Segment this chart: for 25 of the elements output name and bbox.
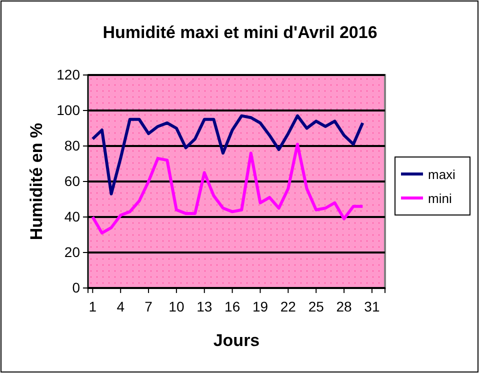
- x-tick-label: 22: [280, 298, 296, 314]
- line-series: [91, 142, 364, 234]
- y-tick-label: 60: [64, 172, 80, 189]
- x-tick-label: 10: [168, 298, 184, 314]
- y-tick-label: 80: [64, 137, 80, 154]
- y-tick-label: 120: [56, 66, 80, 82]
- x-tick-label: 25: [308, 298, 324, 314]
- x-tick-label: 31: [364, 298, 380, 314]
- legend-label: maxi: [428, 167, 456, 182]
- x-tick-label: 13: [196, 298, 212, 314]
- legend-label: mini: [428, 191, 452, 206]
- y-tick-label: 20: [64, 244, 80, 260]
- x-tick-label: 4: [116, 298, 125, 314]
- y-tick-label: 100: [56, 102, 80, 118]
- x-tick-label: 28: [336, 298, 352, 314]
- x-tick-label: 1: [88, 298, 97, 314]
- line-series: [91, 114, 364, 196]
- y-tick-label: 0: [72, 279, 80, 296]
- x-tick-label: 16: [224, 298, 240, 314]
- y-tick-label: 40: [64, 208, 80, 224]
- x-tick-label: 7: [144, 298, 153, 314]
- chart-title: Humidité maxi et mini d'Avril 2016: [102, 23, 378, 42]
- x-tick-label: 19: [252, 298, 268, 314]
- x-axis-title: Jours: [213, 331, 260, 350]
- y-axis-title: Humidité en %: [27, 122, 46, 240]
